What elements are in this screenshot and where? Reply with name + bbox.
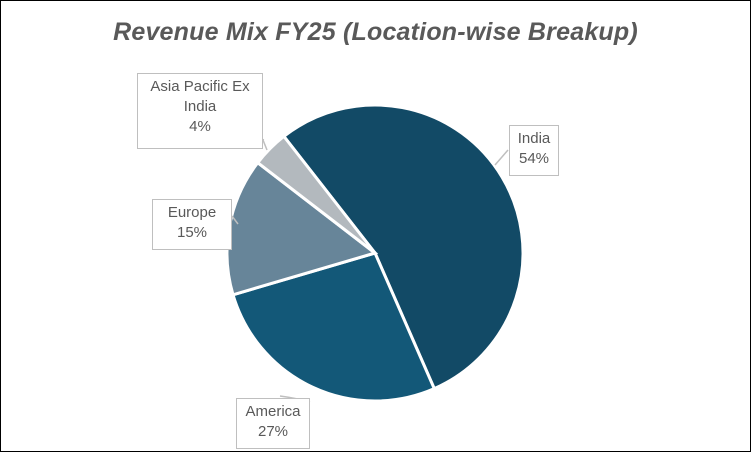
label-name: Europe [167,204,217,221]
label-value: 27% [257,423,289,440]
leader-line-india [494,149,509,166]
label-value: 54% [518,150,550,167]
pie-slice-america [231,251,437,403]
data-label-asia-pacific: Asia Pacific Ex India 4% [137,73,263,149]
chart-title: Revenue Mix FY25 (Location-wise Breakup) [113,18,638,46]
label-name: America [245,403,301,420]
data-label-america: America 27% [236,398,310,449]
label-value: 4% [189,118,211,135]
label-name-line2: India [183,98,217,115]
pie-slice-india [281,103,525,391]
label-name: India [517,130,551,147]
label-name-line1: Asia Pacific Ex [150,78,250,95]
leader-line-europe [231,215,239,225]
data-label-india: India 54% [509,125,559,176]
label-value: 15% [176,224,208,241]
pie-slice-asia-pacific-ex-india [255,134,377,255]
data-label-europe: Europe 15% [152,199,232,250]
